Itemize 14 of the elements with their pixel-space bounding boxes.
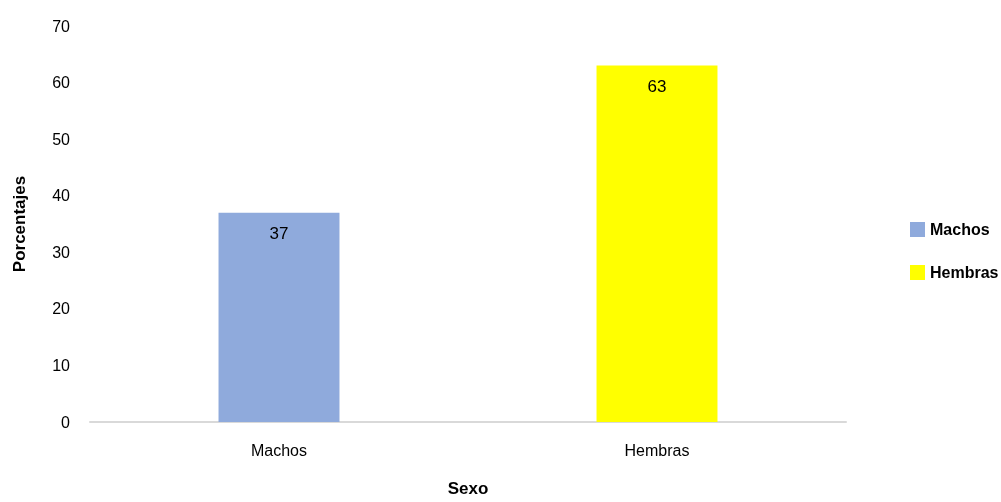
y-tick-label: 70 — [52, 17, 71, 35]
x-axis-title: Sexo — [447, 479, 489, 498]
data-label: 37 — [269, 223, 289, 243]
y-tick-label: 40 — [52, 187, 71, 205]
y-tick-label: 30 — [52, 243, 71, 261]
y-tick-label: 0 — [61, 413, 71, 431]
y-tick-label: 60 — [52, 74, 71, 92]
y-axis-title: Porcentajes — [10, 175, 29, 273]
y-tick-label: 10 — [52, 356, 71, 374]
legend-label: Machos — [930, 221, 990, 238]
data-label: 63 — [647, 76, 667, 96]
y-tick-label: 50 — [52, 130, 71, 148]
legend-label: Hembras — [930, 264, 999, 281]
y-tick-label: 20 — [52, 300, 71, 318]
